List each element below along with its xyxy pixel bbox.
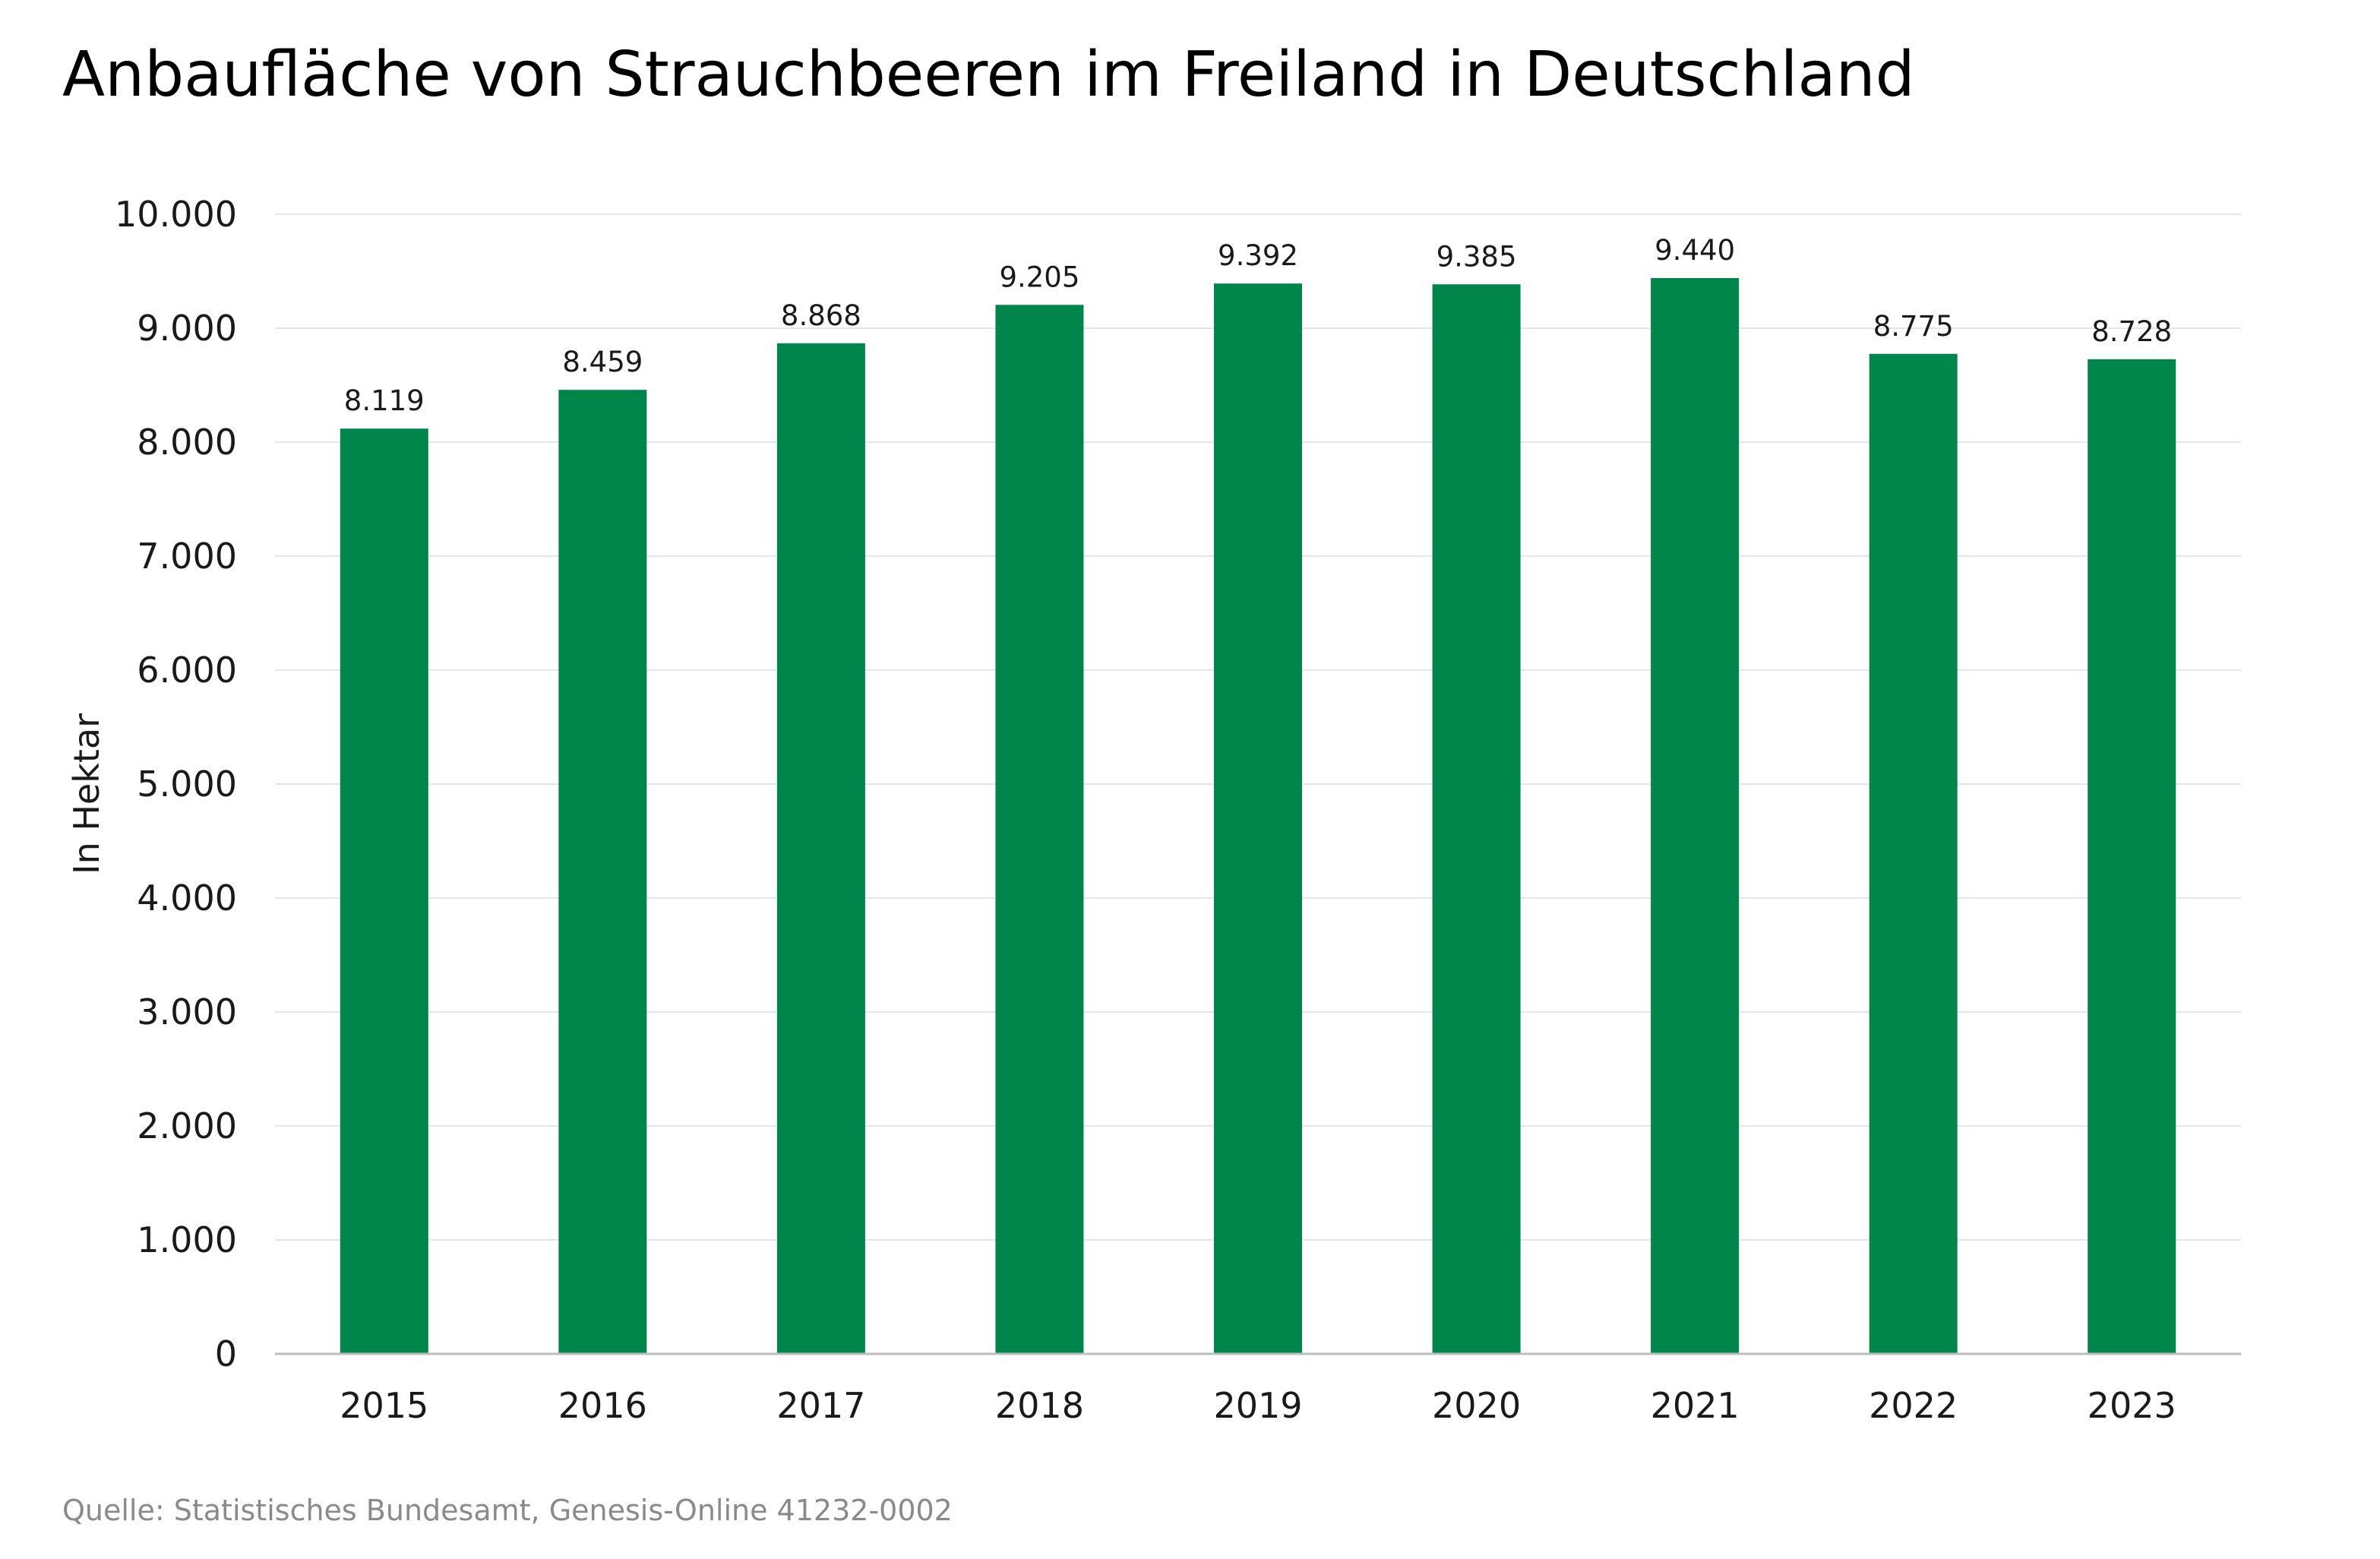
y-tick-label: 9.000 — [137, 308, 237, 349]
y-axis-ticks: 0 1.000 2.000 3.000 4.000 5.000 6.000 7.000 8.00… — [115, 194, 237, 1374]
y-tick-label: 4.000 — [137, 878, 237, 919]
x-tick-label: 2019 — [1213, 1385, 1302, 1426]
data-label: 8.775 — [1873, 310, 1954, 343]
data-label: 8.119 — [344, 384, 425, 417]
chart-title: Anbaufläche von Strauchbeeren im Freilan… — [62, 39, 1915, 111]
x-tick-label: 2018 — [995, 1385, 1084, 1426]
bar — [2088, 359, 2176, 1354]
x-tick-label: 2017 — [776, 1385, 865, 1426]
bar — [1432, 284, 1521, 1354]
x-tick-label: 2023 — [2088, 1385, 2176, 1426]
y-tick-label: 7.000 — [137, 536, 237, 577]
data-labels: 8.119 8.459 8.868 9.205 9.392 9.385 9.440 8.775… — [344, 234, 2172, 417]
x-tick-label: 2020 — [1432, 1385, 1521, 1426]
bar — [1651, 278, 1740, 1354]
data-label: 9.440 — [1655, 234, 1735, 267]
bar — [558, 390, 647, 1354]
bar — [776, 343, 865, 1354]
y-axis-label: In Hektar — [66, 713, 107, 874]
y-tick-label: 10.000 — [115, 194, 237, 235]
x-tick-label: 2022 — [1869, 1385, 1958, 1426]
y-tick-label: 6.000 — [137, 650, 237, 691]
y-tick-label: 3.000 — [137, 991, 237, 1032]
source-note: Quelle: Statistisches Bundesamt, Genesis… — [62, 1494, 953, 1527]
data-label: 8.868 — [781, 299, 861, 332]
y-tick-label: 5.000 — [137, 764, 237, 805]
bars — [340, 278, 2176, 1355]
bar — [1214, 283, 1302, 1355]
y-tick-label: 8.000 — [137, 422, 237, 463]
x-tick-label: 2016 — [558, 1385, 647, 1426]
bar — [340, 428, 428, 1354]
bar — [995, 305, 1084, 1354]
bar — [1869, 353, 1958, 1354]
data-label: 9.205 — [999, 261, 1079, 293]
data-label: 9.392 — [1218, 239, 1298, 272]
data-label: 8.459 — [562, 346, 643, 378]
y-tick-label: 1.000 — [137, 1219, 237, 1260]
y-tick-label: 0 — [215, 1333, 237, 1374]
data-label: 9.385 — [1437, 240, 1517, 273]
x-tick-label: 2015 — [340, 1385, 428, 1426]
x-tick-label: 2021 — [1651, 1385, 1740, 1426]
x-axis-ticks: 2015 2016 2017 2018 2019 2020 2021 2022 2023 — [340, 1385, 2176, 1426]
y-tick-label: 2.000 — [137, 1105, 237, 1146]
data-label: 8.728 — [2091, 315, 2172, 348]
